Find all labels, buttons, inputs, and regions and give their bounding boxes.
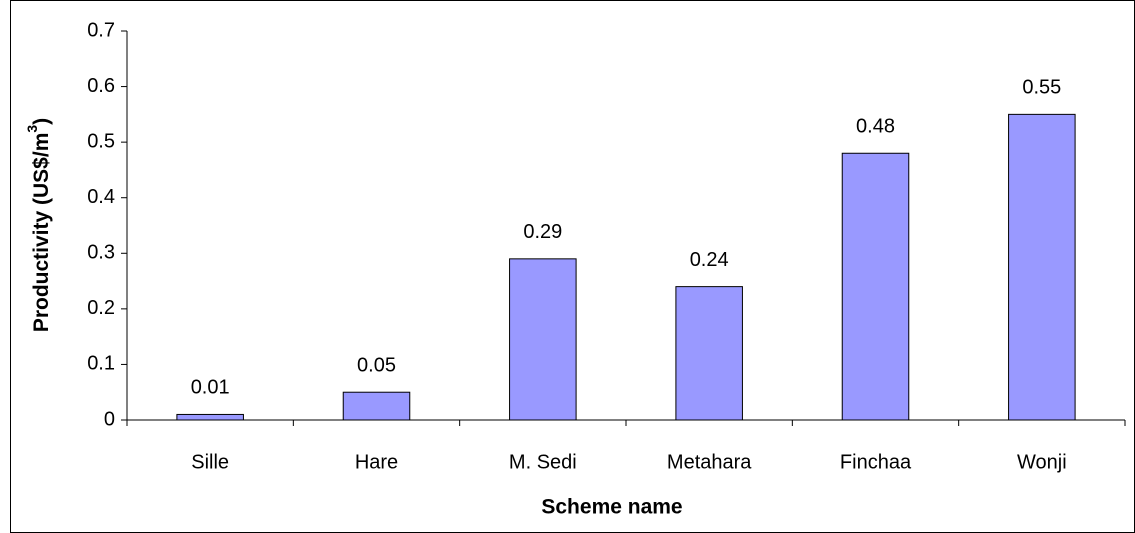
- y-label-end: ): [30, 118, 53, 125]
- y-tick-label: 0.2: [87, 297, 115, 319]
- y-tick-label: 0.7: [87, 19, 115, 41]
- bar: [675, 286, 743, 421]
- y-tick-label: 0.1: [87, 353, 115, 375]
- x-tick-label: Hare: [355, 451, 398, 473]
- bar: [176, 413, 244, 421]
- x-tick-label: M. Sedi: [509, 451, 577, 473]
- data-label: 0.29: [523, 221, 562, 243]
- bar: [841, 152, 910, 421]
- y-tick-label: 0.4: [87, 186, 115, 208]
- bar: [509, 258, 577, 421]
- data-label: 0.48: [856, 116, 895, 138]
- x-axis-label: Scheme name: [541, 496, 682, 519]
- y-label-sup: 3: [24, 125, 40, 133]
- y-tick-label: 0.5: [87, 130, 115, 152]
- y-label-main: Productivity (US$/m: [30, 133, 53, 333]
- x-tick-label: Wonji: [1017, 451, 1067, 473]
- x-tick-label: Sille: [191, 451, 229, 473]
- data-label: 0.01: [191, 377, 230, 399]
- data-label: 0.24: [690, 249, 729, 271]
- data-label: 0.55: [1022, 77, 1061, 99]
- y-tick-label: 0.6: [87, 75, 115, 97]
- bar: [1008, 113, 1076, 421]
- x-tick-label: Finchaa: [840, 451, 912, 473]
- bar: [342, 391, 411, 421]
- y-axis-label: Productivity (US$/m3): [24, 118, 53, 332]
- data-label: 0.05: [357, 354, 396, 376]
- y-tick-label: 0: [104, 408, 115, 430]
- x-tick-label: Metahara: [667, 451, 752, 473]
- y-tick-label: 0.3: [87, 242, 115, 264]
